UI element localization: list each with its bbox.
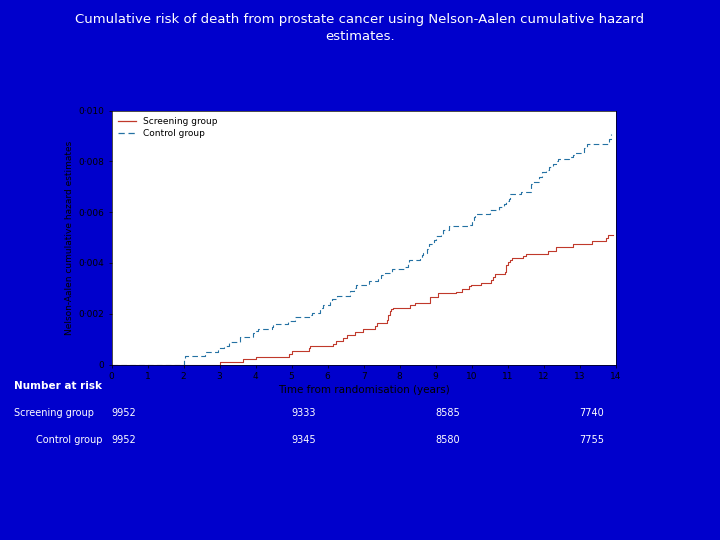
Text: 9345: 9345 (292, 435, 316, 445)
Legend: Screening group, Control group: Screening group, Control group (116, 115, 220, 139)
Text: 9333: 9333 (292, 408, 316, 418)
Y-axis label: Nelson-Aalen cumulative hazard estimates: Nelson-Aalen cumulative hazard estimates (65, 140, 74, 335)
Text: Cumulative risk of death from prostate cancer using Nelson-Aalen cumulative haza: Cumulative risk of death from prostate c… (76, 14, 644, 44)
X-axis label: Time from randomisation (years): Time from randomisation (years) (278, 386, 449, 395)
Text: Control group: Control group (36, 435, 102, 445)
Text: 9952: 9952 (112, 408, 136, 418)
Text: 8585: 8585 (436, 408, 460, 418)
Text: Number at risk: Number at risk (14, 381, 102, 391)
Text: Screening group: Screening group (14, 408, 94, 418)
Text: 8580: 8580 (436, 435, 460, 445)
Text: 7740: 7740 (580, 408, 604, 418)
Text: 9952: 9952 (112, 435, 136, 445)
Text: 7755: 7755 (580, 435, 605, 445)
